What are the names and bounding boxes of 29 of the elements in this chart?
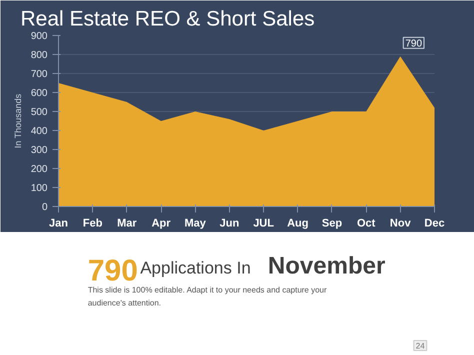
y-tick-label: 500: [30, 107, 48, 118]
x-tick-label: Mar: [117, 218, 138, 230]
annotation: 790: [405, 38, 422, 50]
y-tick-label: 100: [30, 183, 48, 194]
y-tick-label: 700: [30, 69, 48, 80]
chart-title: Real Estate REO & Short Sales: [20, 8, 315, 30]
x-tick-label: JUL: [253, 218, 274, 230]
x-tick-label: Nov: [390, 218, 412, 230]
y-tick-label: 400: [30, 126, 48, 137]
y-axis-title: In Thousands: [12, 93, 23, 148]
y-tick-label: 800: [30, 50, 48, 61]
text: Applications In November: [140, 252, 386, 280]
text: 790: [88, 254, 138, 288]
x-tick-label: Dec: [424, 218, 445, 230]
x-tick-label: Apr: [152, 218, 172, 230]
x-tick-label: May: [184, 218, 207, 230]
text: This slide is 100% editable. Adapt it to your needs and capture your audience's attention.: [88, 286, 327, 308]
y-tick-label: 300: [30, 145, 48, 156]
text: 24: [416, 342, 426, 350]
x-tick-label: Jan: [49, 218, 68, 230]
x-tick-label: Jun: [220, 218, 240, 230]
x-tick-label: Sep: [322, 218, 342, 230]
x-tick-label: Oct: [356, 218, 376, 230]
x-tick-label: Aug: [287, 218, 308, 230]
y-tick-label: 0: [42, 202, 48, 213]
y-tick-label: 600: [30, 88, 48, 99]
x-tick-label: Feb: [82, 218, 103, 230]
y-tick-label: 200: [30, 164, 48, 175]
y-tick-label: 900: [30, 31, 48, 42]
